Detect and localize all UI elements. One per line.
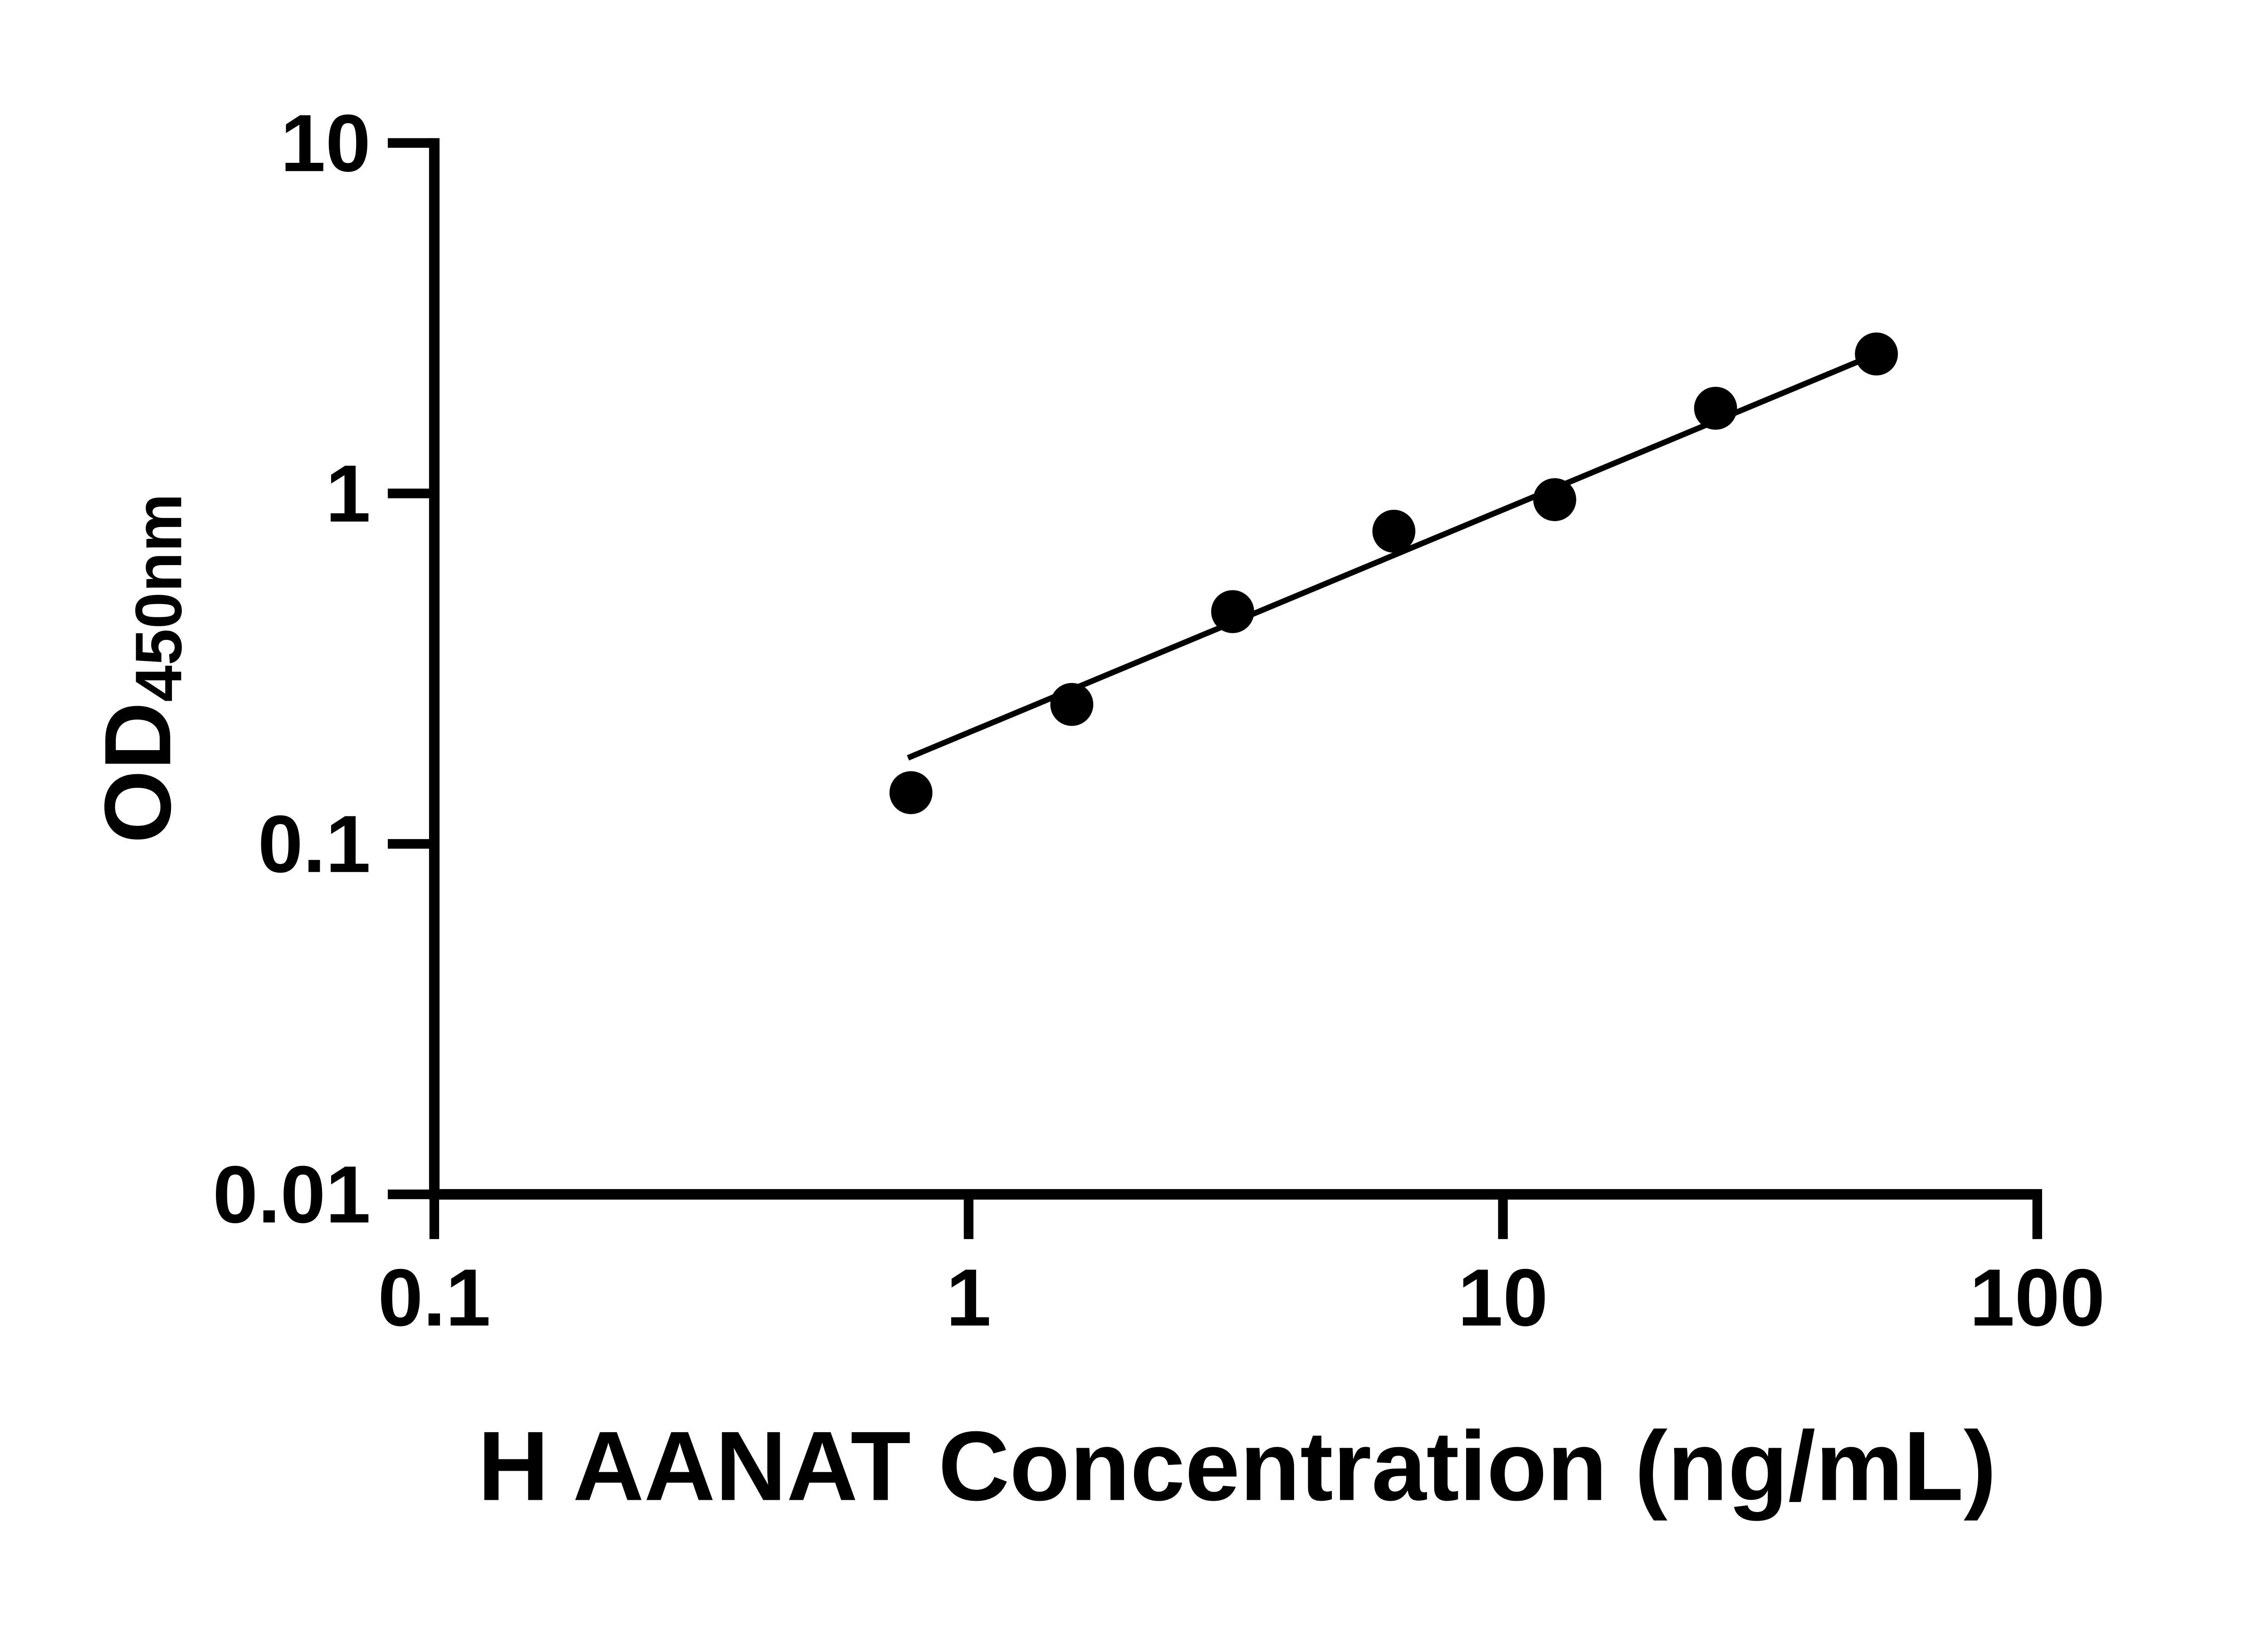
data-point-1 [1050, 683, 1094, 726]
y-tick-label-0.1: 0.1 [258, 799, 371, 889]
data-points-group [889, 332, 1898, 815]
data-point-5 [1694, 386, 1737, 430]
x-axis-ticks [429, 1194, 2042, 1239]
x-axis-tick-labels: 0.1 1 10 100 [378, 1252, 2105, 1343]
data-point-4 [1533, 478, 1576, 522]
y-axis-title: OD450nm [85, 493, 195, 843]
x-axis-title: H AANAT Concentration (ng/mL) [478, 1411, 1996, 1522]
y-axis-title-main: OD [85, 702, 191, 844]
y-axis-tick-labels: 10 1 0.1 0.01 [213, 98, 371, 1239]
elisa-standard-curve-figure: 10 1 0.1 0.01 0.1 1 10 100 H AANAT Concentrati… [85, 98, 2105, 1522]
y-tick-label-10: 10 [280, 98, 371, 188]
data-point-3 [1372, 509, 1416, 553]
y-tick-label-1: 1 [326, 448, 371, 539]
axes [429, 138, 2042, 1200]
y-axis-ticks [387, 138, 435, 1200]
y-axis-title-sub: 450nm [122, 493, 195, 702]
y-tick-label-0.01: 0.01 [213, 1149, 371, 1239]
data-point-0 [889, 771, 933, 815]
x-tick-label-10: 10 [1458, 1252, 1548, 1343]
x-tick-label-100: 100 [1970, 1252, 2105, 1343]
data-point-2 [1211, 590, 1254, 633]
x-tick-label-1: 1 [946, 1252, 992, 1343]
data-point-6 [1855, 332, 1898, 376]
x-tick-label-0.1: 0.1 [378, 1252, 491, 1343]
